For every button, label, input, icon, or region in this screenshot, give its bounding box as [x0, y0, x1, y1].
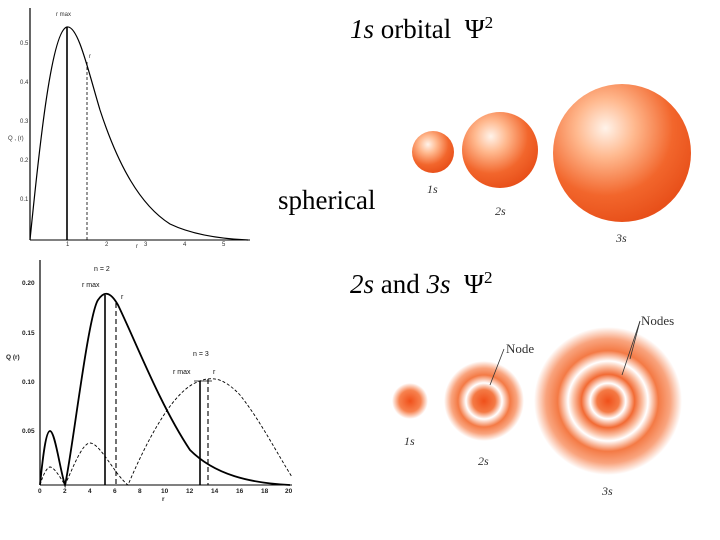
top-x-tick: 2 — [105, 242, 109, 248]
rmax-2s-label: r max — [82, 282, 100, 289]
bottom-y-axis-label: Q (r) — [6, 354, 20, 361]
top-rbar-label: r — [89, 54, 91, 60]
bottom-x-tick: 0 — [38, 488, 42, 495]
node-label: Node — [506, 341, 534, 356]
sphere-3s-label: 3s — [615, 231, 627, 245]
density-1s-label: 1s — [404, 434, 415, 448]
bottom-y-tick: 0.15 — [22, 330, 35, 337]
orbital-word: orbital — [380, 14, 452, 44]
title-1s-orbital: 1s orbital Ψ2 — [350, 14, 493, 45]
nodes-label: Nodes — [641, 313, 674, 328]
bottom-x-tick: 8 — [138, 488, 142, 495]
top-y-ticks: 0.5 0.4 0.3 0.2 0.1 — [20, 41, 29, 203]
top-y-axis-label: Q , (r) — [8, 136, 24, 142]
nodes-pointer-2 — [629, 320, 641, 360]
bottom-x-ticks: 0 2 4 6 8 10 12 14 16 18 20 — [38, 488, 293, 495]
bottom-y-tick: 0.05 — [22, 428, 35, 435]
top-y-tick: 0.3 — [20, 119, 29, 125]
top-radial-chart: 0.5 0.4 0.3 0.2 0.1 Q , (r) 1 2 3 4 5 r … — [8, 8, 250, 250]
density-3s-label: 3s — [601, 484, 613, 498]
spherical-label: spherical — [278, 185, 376, 215]
top-y-tick: 0.5 — [20, 41, 29, 47]
sphere-1s — [412, 131, 454, 173]
nodes-pointer-1 — [621, 320, 641, 376]
orbital-density-bottom: 1s 2s 3s Node Nodes — [392, 313, 682, 498]
top-x-ticks: 1 2 3 4 5 — [66, 242, 226, 248]
top-x-tick: 5 — [222, 242, 226, 248]
bottom-x-tick: 4 — [88, 488, 92, 495]
bottom-x-tick: 2 — [63, 488, 67, 495]
bottom-x-tick: 10 — [161, 488, 169, 495]
top-x-tick: 1 — [66, 242, 70, 248]
rbar-3s-label: r — [213, 369, 216, 376]
bottom-x-tick: 20 — [285, 488, 293, 495]
orbital-2s-label: 2s — [350, 269, 375, 299]
top-rmax-label: r max — [56, 12, 71, 18]
bottom-y-tick: 0.20 — [22, 280, 35, 287]
bottom-x-axis-label: r — [162, 496, 165, 503]
top-x-axis-label: r — [136, 244, 138, 250]
bottom-x-tick: 6 — [113, 488, 117, 495]
density-2s-label: 2s — [478, 454, 489, 468]
sphere-2s — [462, 112, 538, 188]
rbar-2s-label: r — [121, 294, 124, 301]
sphere-3s — [553, 84, 691, 222]
bottom-y-tick: 0.10 — [22, 379, 35, 386]
density-2s — [444, 361, 524, 441]
top-y-tick: 0.4 — [20, 80, 29, 86]
psi-symbol-2: Ψ — [464, 269, 484, 299]
top-x-tick: 4 — [183, 242, 187, 248]
top-y-tick: 0.1 — [20, 197, 29, 203]
top-y-tick: 0.2 — [20, 158, 29, 164]
bottom-x-tick: 18 — [261, 488, 269, 495]
n3-label: n = 3 — [193, 351, 209, 358]
psi-symbol: Ψ — [464, 14, 485, 44]
curve-2s — [39, 292, 291, 489]
sphere-1s-label: 1s — [427, 182, 438, 196]
sphere-2s-label: 2s — [495, 204, 506, 218]
orbital-1s-label: 1s — [350, 14, 375, 44]
and-word: and — [380, 269, 420, 299]
bottom-x-tick: 14 — [211, 488, 219, 495]
bottom-radial-chart: 0.20 0.15 0.10 0.05 Q (r) 0 2 4 6 8 10 1… — [6, 260, 293, 503]
curve-3s — [39, 378, 293, 486]
bottom-x-tick: 16 — [236, 488, 244, 495]
density-3s — [534, 327, 682, 475]
orbital-spheres-top: 1s 2s 3s — [412, 84, 691, 245]
density-1s — [392, 383, 428, 419]
psi-exponent: 2 — [484, 13, 494, 32]
top-1s-curve — [29, 26, 249, 241]
n2-label: n = 2 — [94, 266, 110, 273]
rmax-3s-label: r max — [173, 369, 191, 376]
top-x-tick: 3 — [144, 242, 148, 248]
bottom-x-tick: 12 — [186, 488, 194, 495]
orbital-3s-label: 3s — [426, 269, 451, 299]
psi-exponent-2: 2 — [483, 268, 493, 287]
bottom-y-ticks: 0.20 0.15 0.10 0.05 — [22, 280, 35, 435]
node-pointer — [489, 348, 505, 386]
title-2s-3s: 2s and 3s Ψ2 — [350, 269, 492, 300]
